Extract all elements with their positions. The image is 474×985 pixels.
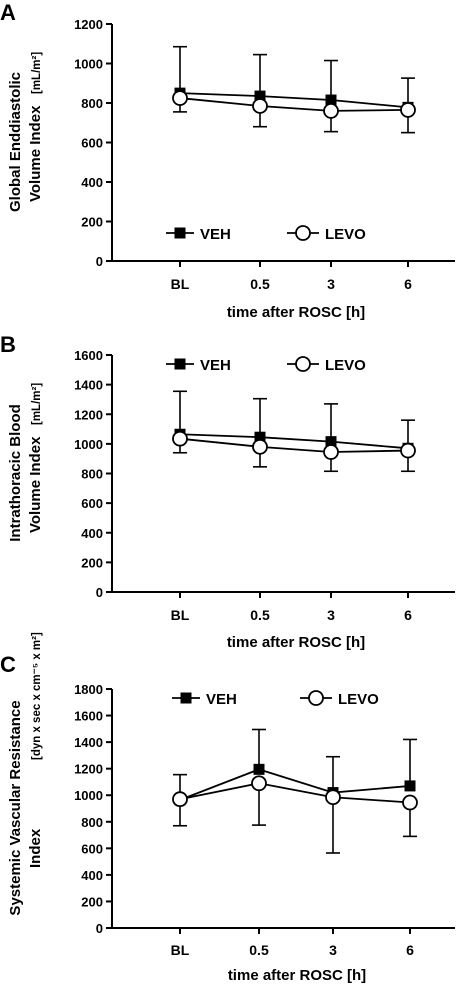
- panel-c-y-tick-label-5: 1000: [74, 788, 103, 803]
- panel-b-levo-point-1: [252, 438, 268, 455]
- panel-c-y-tick-label-0: 0: [96, 921, 103, 936]
- panel-b-levo-point-3: [400, 442, 416, 459]
- panel-letter-b: B: [0, 332, 16, 357]
- panel-a-levo-point-0: [172, 90, 188, 106]
- panel-a-y-axis-title: Global Enddiastolic Volume Index [mL/m²]: [7, 52, 44, 212]
- panel-b-ylabel-line-1: Intrathoracic Blood: [7, 404, 24, 542]
- panel-a-y-tick-label-4: 800: [81, 96, 103, 111]
- panel-b-veh-line: [179, 433, 409, 450]
- panel-a-levo-line: [179, 97, 409, 112]
- panel-c-levo-point-3: [402, 794, 418, 811]
- panel-a-legend: VEH LEVO: [200, 226, 366, 243]
- panel-b-y-tick-label-4: 800: [81, 467, 103, 482]
- panel-a-y-tick-label-3: 600: [81, 136, 103, 151]
- panel-a-y-tick-label-1: 200: [81, 215, 103, 230]
- panel-c-y-tick-label-4: 800: [81, 815, 103, 830]
- panel-b-x-tick-label-1: 0.5: [250, 607, 270, 623]
- panel-a-x-tick-label-2: 3: [327, 276, 335, 292]
- panel-c-legend-veh-marker: [180, 692, 192, 704]
- panel-b-levo-point-2: [323, 444, 339, 460]
- panel-b-veh-point-1: [254, 431, 266, 443]
- panel-c-legend: VEH LEVO: [206, 691, 379, 708]
- panel-a-y-tick-label-0: 0: [96, 254, 103, 269]
- panel-c-x-tick-label-3: 6: [406, 942, 414, 958]
- panel-b-legend-levo-marker: [295, 356, 311, 372]
- panel-b-y-tick-label-5: 1000: [74, 437, 103, 452]
- panel-b-ylabel-unit: [mL/m²]: [31, 383, 43, 425]
- panel-a-x-axis-title: time after ROSC [h]: [227, 304, 365, 321]
- panel-c-x-tick-label-2: 3: [329, 942, 337, 958]
- panel-b-legend-veh: VEH: [200, 357, 231, 374]
- panel-c-legend-veh: VEH: [206, 691, 237, 708]
- panel-a-y-tick-label-5: 1000: [74, 57, 103, 72]
- panel-c-y-tick-label-1: 200: [81, 894, 103, 909]
- panel-letter-a: A: [0, 0, 16, 25]
- panel-c-legend-levo-marker: [308, 690, 324, 706]
- panel-a-ylabel-line-2: Volume Index: [27, 105, 44, 202]
- panel-b-y-tick-label-7: 1400: [74, 378, 103, 393]
- panel-a-veh-point-1: [254, 90, 266, 102]
- panel-c-y-axis-title: Systemic Vascular Resistance Index [dyn …: [7, 632, 44, 916]
- panel-b-legend-veh-marker: [174, 358, 186, 370]
- panel-c-levo-point-0: [172, 791, 188, 808]
- panel-b-x-axis-title: time after ROSC [h]: [227, 634, 365, 651]
- panel-b-levo-point-0: [172, 430, 188, 447]
- panel-c-levo-line: [179, 782, 411, 804]
- panel-b-y-tick-label-6: 1200: [74, 407, 103, 422]
- panel-a-legend-veh: VEH: [200, 226, 231, 243]
- panel-a-x-tick-label-1: 0.5: [250, 276, 270, 292]
- panel-a-legend-levo-marker: [295, 225, 311, 241]
- panel-a-ylabel-line-1: Global Enddiastolic: [7, 72, 24, 212]
- panel-b-ylabel-line-2: Volume Index: [27, 436, 44, 533]
- panel-c-ylabel-unit: [dyn x sec x cm⁻⁵ x m²]: [31, 632, 43, 760]
- panel-a-x-tick-label-3: 6: [404, 276, 412, 292]
- panel-b-veh-point-2: [325, 436, 337, 448]
- panel-a: A Global Enddiastolic Volume Index [mL/m…: [0, 0, 455, 321]
- panel-b-y-tick-label-1: 200: [81, 555, 103, 570]
- panel-c-ylabel-line-1: Systemic Vascular Resistance: [7, 700, 24, 915]
- panel-c-levo-point-2: [325, 789, 341, 806]
- panel-b-x-tick-label-0: BL: [171, 607, 190, 623]
- panel-b-legend-levo: LEVO: [325, 357, 366, 374]
- panel-c-x-tick-label-1: 0.5: [249, 942, 269, 958]
- panel-letter-c: C: [0, 652, 16, 677]
- panel-b-legend: VEH LEVO: [200, 357, 366, 374]
- panel-a-legend-veh-marker: [174, 227, 186, 239]
- panel-a-legend-levo: LEVO: [325, 226, 366, 243]
- panel-a-levo-point-3: [400, 102, 416, 118]
- panel-a-x-tick-label-0: BL: [171, 276, 190, 292]
- panel-c-x-axis-title: time after ROSC [h]: [228, 967, 366, 984]
- panel-c-levo-point-1: [251, 775, 267, 792]
- panel-c-y-tick-label-9: 1800: [74, 682, 103, 697]
- panel-c-y-tick-label-7: 1400: [74, 735, 103, 750]
- panel-c-y-tick-label-8: 1600: [74, 709, 103, 724]
- panel-c-y-tick-label-3: 600: [81, 841, 103, 856]
- panel-b-y-tick-label-0: 0: [96, 585, 103, 600]
- panel-b-levo-line: [179, 437, 409, 453]
- panel-c-y-tick-label-2: 400: [81, 868, 103, 883]
- panel-a-veh-line: [179, 92, 409, 109]
- panel-c-y-tick-label-6: 1200: [74, 762, 103, 777]
- panel-a-y-tick-label-6: 1200: [74, 17, 103, 32]
- panel-a-levo-point-2: [323, 103, 339, 119]
- panel-a-veh-point-2: [325, 94, 337, 106]
- panel-b-y-tick-label-2: 400: [81, 526, 103, 541]
- panel-c-legend-levo: LEVO: [338, 691, 379, 708]
- panel-a-ylabel-unit: [mL/m²]: [31, 52, 43, 94]
- panel-b: B Intrathoracic Blood Volume Index [mL/m…: [0, 332, 455, 651]
- panel-b-x-tick-label-2: 3: [327, 607, 335, 623]
- panel-c-veh-line: [179, 768, 411, 801]
- panel-c-x-tick-label-0: BL: [171, 942, 190, 958]
- panel-a-levo-point-1: [252, 98, 268, 114]
- panel-a-y-tick-label-2: 400: [81, 175, 103, 190]
- panel-b-x-tick-label-3: 6: [404, 607, 412, 623]
- panel-b-y-axis-title: Intrathoracic Blood Volume Index [mL/m²]: [7, 383, 44, 542]
- panel-c-veh-point-3: [404, 780, 416, 792]
- panel-b-y-tick-label-3: 600: [81, 496, 103, 511]
- panel-c: C Systemic Vascular Resistance Index [dy…: [0, 632, 455, 984]
- panel-c-ylabel-line-2: Index: [27, 828, 44, 868]
- panel-c-veh-point-1: [253, 763, 265, 775]
- panel-b-y-tick-label-8: 1600: [74, 348, 103, 363]
